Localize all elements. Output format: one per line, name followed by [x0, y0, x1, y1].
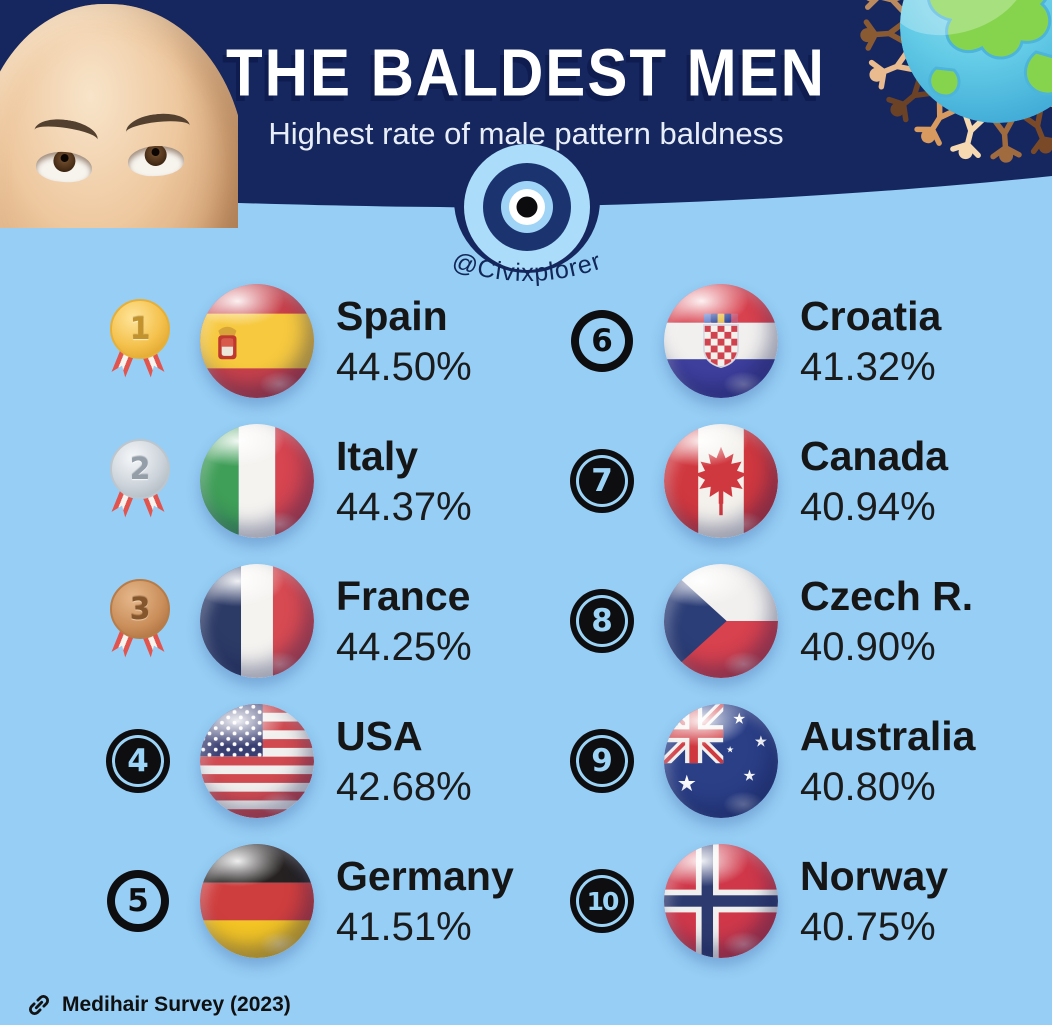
country-value: 44.37%: [336, 484, 472, 529]
gold-medal-icon: 1: [106, 297, 170, 385]
flag-czech-republic-icon: [664, 564, 778, 678]
flag-usa-icon: [200, 704, 314, 818]
bald-man-photo: [0, 0, 238, 228]
flag-australia-icon: [664, 704, 778, 818]
flag-italy-icon: [200, 424, 314, 538]
rank-row-usa: 4 USA: [98, 691, 568, 831]
country-value: 40.90%: [800, 624, 936, 669]
rank-row-australia: 9: [562, 691, 1032, 831]
country-name: Croatia: [800, 292, 942, 339]
country-value: 40.80%: [800, 764, 936, 809]
country-value: 41.32%: [800, 344, 936, 389]
circled-number-icon: 5: [115, 878, 161, 924]
bald-head: [0, 4, 238, 228]
circled-number-icon: 9: [579, 738, 625, 784]
country-name: Italy: [336, 432, 419, 479]
circled-number-icon: 7: [579, 458, 625, 504]
rank-5-badge: 5: [98, 878, 178, 924]
rank-row-croatia: 6: [562, 271, 1032, 411]
country-value: 41.51%: [336, 904, 472, 949]
page-subtitle: Highest rate of male pattern baldness: [268, 116, 784, 151]
country-value: 40.94%: [800, 484, 936, 529]
rank-4-badge: 4: [98, 738, 178, 784]
page-title: THE BALDEST MEN: [226, 35, 826, 111]
rank-1-badge: 1: [98, 297, 178, 385]
rank-row-norway: 10 Norway 40.75%: [562, 831, 1032, 971]
country-name: France: [336, 572, 471, 619]
flag-norway-icon: [664, 844, 778, 958]
flag-spain-icon: [200, 284, 314, 398]
circled-number-icon: 8: [579, 598, 625, 644]
country-value: 44.25%: [336, 624, 472, 669]
country-value: 40.75%: [800, 904, 936, 949]
rank-row-italy: 2 Italy 44.37%: [98, 411, 568, 551]
rank-row-spain: 1 Spain 44.50%: [98, 271, 568, 411]
rank-3-badge: 3: [98, 577, 178, 665]
country-value: 42.68%: [336, 764, 472, 809]
author-handle: @Civixplorer: [449, 247, 604, 287]
flag-canada-icon: [664, 424, 778, 538]
rank-row-czech-republic: 8 Czech R. 40.90%: [562, 551, 1032, 691]
rank-row-germany: 5 Germany 41.51%: [98, 831, 568, 971]
rank-8-badge: 8: [562, 598, 642, 644]
flag-france-icon: [200, 564, 314, 678]
source-label: Medihair Survey (2023): [62, 993, 291, 1016]
rank-10-badge: 10: [562, 878, 642, 924]
rank-7-badge: 7: [562, 458, 642, 504]
country-name: Australia: [800, 712, 976, 759]
rank-number: 3: [129, 591, 151, 627]
rank-6-badge: 6: [562, 318, 642, 364]
rank-number: 1: [129, 311, 151, 347]
rank-2-badge: 2: [98, 437, 178, 525]
link-icon: [29, 995, 49, 1015]
country-name: Norway: [800, 852, 949, 899]
country-name: Germany: [336, 852, 514, 899]
flag-germany-icon: [200, 844, 314, 958]
country-name: USA: [336, 712, 423, 759]
country-value: 44.50%: [336, 344, 472, 389]
rank-number: 2: [129, 451, 151, 487]
silver-medal-icon: 2: [106, 437, 170, 525]
country-name: Canada: [800, 432, 949, 479]
country-name: Spain: [336, 292, 448, 339]
flag-croatia-icon: [664, 284, 778, 398]
rank-row-france: 3 France 44.25%: [98, 551, 568, 691]
source-attribution: Medihair Survey (2023): [26, 992, 291, 1018]
bronze-medal-icon: 3: [106, 577, 170, 665]
circled-number-icon: 4: [115, 738, 161, 784]
circled-number-icon: 10: [579, 878, 625, 924]
circled-number-icon: 6: [579, 318, 625, 364]
rank-row-canada: 7 Canada 40.94%: [562, 411, 1032, 551]
country-name: Czech R.: [800, 572, 974, 619]
rank-9-badge: 9: [562, 738, 642, 784]
